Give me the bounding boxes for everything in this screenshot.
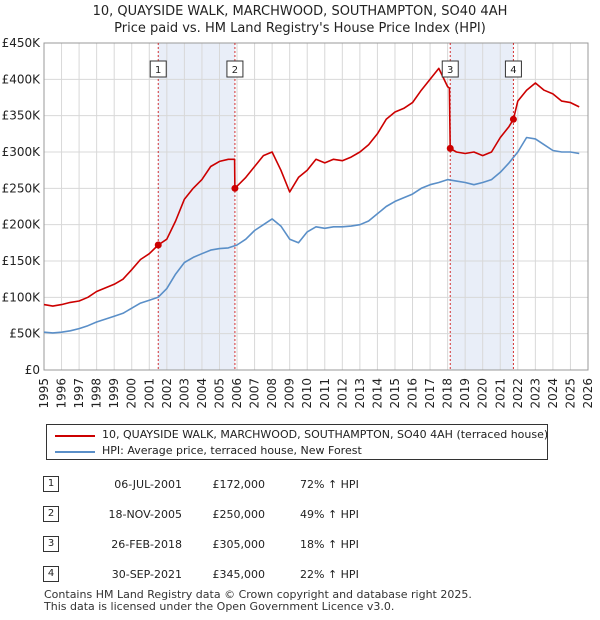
sale-hpi-change: 49% ↑ HPI bbox=[300, 508, 359, 521]
sale-number-badge: 3 bbox=[43, 536, 59, 552]
y-tick-label: £50K bbox=[9, 327, 41, 341]
x-tick-label: 2025 bbox=[563, 378, 577, 409]
x-tick-label: 2015 bbox=[388, 378, 402, 409]
shaded-period bbox=[158, 43, 235, 370]
x-tick-label: 2006 bbox=[230, 378, 244, 409]
x-tick-label: 1999 bbox=[107, 378, 121, 409]
sale-label-box bbox=[504, 60, 522, 78]
y-tick-label: £300K bbox=[2, 145, 42, 159]
x-tick-label: 2007 bbox=[248, 378, 262, 409]
sales-row: 3 26-FEB-2018 £305,000 18% ↑ HPI bbox=[0, 536, 600, 554]
sale-label-number: 4 bbox=[510, 65, 516, 76]
chart-subtitle: Price paid vs. HM Land Registry's House … bbox=[114, 21, 486, 36]
x-tick-label: 2020 bbox=[476, 378, 490, 409]
sale-price: £345,000 bbox=[212, 568, 266, 581]
x-tick-label: 2002 bbox=[160, 378, 174, 409]
sale-label-number: 3 bbox=[447, 65, 453, 76]
x-tick-label: 2008 bbox=[265, 378, 279, 409]
property-series-line bbox=[43, 67, 580, 307]
x-tick-label: 2018 bbox=[441, 378, 455, 409]
x-tick-label: 2012 bbox=[335, 378, 349, 409]
sale-date: 30-SEP-2021 bbox=[111, 568, 182, 581]
sale-price: £250,000 bbox=[212, 508, 266, 521]
x-tick-label: 2024 bbox=[546, 378, 560, 409]
footer-copyright: Contains HM Land Registry data © Crown c… bbox=[44, 588, 472, 601]
x-tick-label: 2003 bbox=[177, 378, 191, 409]
sale-point bbox=[446, 144, 454, 152]
x-tick-label: 2014 bbox=[370, 378, 384, 409]
x-tick-label: 2023 bbox=[528, 378, 542, 409]
sale-point bbox=[509, 115, 517, 123]
sale-label-box bbox=[441, 60, 459, 78]
x-tick-label: 2022 bbox=[511, 378, 525, 409]
y-tick-label: £200K bbox=[2, 218, 42, 232]
sales-row: 1 06-JUL-2001 £172,000 72% ↑ HPI bbox=[0, 476, 600, 494]
x-tick-label: 2021 bbox=[493, 378, 507, 409]
hpi-series-line bbox=[43, 136, 580, 334]
x-tick-label: 2019 bbox=[458, 378, 472, 409]
footer: Contains HM Land Registry data © Crown c… bbox=[44, 589, 472, 613]
y-tick-label: £150K bbox=[2, 254, 42, 268]
sale-price: £172,000 bbox=[212, 478, 266, 491]
sale-label-box bbox=[226, 60, 244, 78]
x-tick-label: 2001 bbox=[142, 378, 156, 409]
sale-date: 06-JUL-2001 bbox=[114, 478, 182, 491]
sale-label-number: 2 bbox=[232, 65, 238, 76]
x-tick-label: 2004 bbox=[195, 378, 209, 409]
sale-price: £305,000 bbox=[212, 538, 266, 551]
sale-number-badge: 2 bbox=[43, 506, 59, 522]
x-tick-label: 1998 bbox=[90, 378, 104, 409]
legend-swatch-hpi bbox=[55, 451, 95, 453]
y-tick-label: £350K bbox=[2, 109, 42, 123]
sales-row: 2 18-NOV-2005 £250,000 49% ↑ HPI bbox=[0, 506, 600, 524]
chart-title: 10, QUAYSIDE WALK, MARCHWOOD, SOUTHAMPTO… bbox=[92, 4, 508, 19]
sale-label-box bbox=[149, 60, 167, 78]
sale-date: 26-FEB-2018 bbox=[111, 538, 182, 551]
x-tick-label: 2010 bbox=[300, 378, 314, 409]
y-tick-label: £100K bbox=[2, 290, 42, 304]
y-tick-label: £450K bbox=[2, 36, 42, 50]
sale-hpi-change: 72% ↑ HPI bbox=[300, 478, 359, 491]
x-tick-label: 1997 bbox=[72, 378, 86, 409]
price-chart: £0 £50K £100K £150K £200K £250K £300K £350K £400… bbox=[2, 36, 595, 409]
x-tick-label: 2011 bbox=[318, 378, 332, 409]
x-tick-label: 1996 bbox=[55, 378, 69, 409]
y-tick-label: £250K bbox=[2, 181, 42, 195]
sale-number-badge: 1 bbox=[43, 476, 59, 492]
x-tick-label: 2005 bbox=[212, 378, 226, 409]
x-tick-label: 2009 bbox=[283, 378, 297, 409]
sale-point bbox=[154, 241, 162, 249]
legend-label-property: 10, QUAYSIDE WALK, MARCHWOOD, SOUTHAMPTO… bbox=[102, 428, 549, 441]
footer-licence: This data is licensed under the Open Gov… bbox=[44, 600, 395, 613]
x-tick-label: 2026 bbox=[581, 378, 595, 409]
sale-point bbox=[231, 184, 239, 192]
legend-swatch-property bbox=[55, 435, 95, 437]
sales-row: 4 30-SEP-2021 £345,000 22% ↑ HPI bbox=[0, 566, 600, 584]
legend-label-hpi: HPI: Average price, terraced house, New … bbox=[102, 444, 362, 457]
x-tick-label: 2000 bbox=[125, 378, 139, 409]
sale-date: 18-NOV-2005 bbox=[108, 508, 182, 521]
plot-frame bbox=[43, 42, 589, 371]
x-tick-label: 2016 bbox=[406, 378, 420, 409]
x-tick-label: 2017 bbox=[423, 378, 437, 409]
sale-label-number: 1 bbox=[155, 65, 161, 76]
x-tick-label: 2013 bbox=[353, 378, 367, 409]
sale-hpi-change: 22% ↑ HPI bbox=[300, 568, 359, 581]
sale-number-badge: 4 bbox=[43, 566, 59, 582]
shaded-period bbox=[450, 43, 514, 370]
chart-title-block: 10, QUAYSIDE WALK, MARCHWOOD, SOUTHAMPTO… bbox=[0, 3, 600, 37]
x-tick-label: 1995 bbox=[37, 378, 51, 409]
y-tick-label: £400K bbox=[2, 72, 42, 86]
legend: 10, QUAYSIDE WALK, MARCHWOOD, SOUTHAMPTO… bbox=[46, 424, 548, 460]
y-tick-label: £0 bbox=[25, 363, 40, 377]
sale-hpi-change: 18% ↑ HPI bbox=[300, 538, 359, 551]
